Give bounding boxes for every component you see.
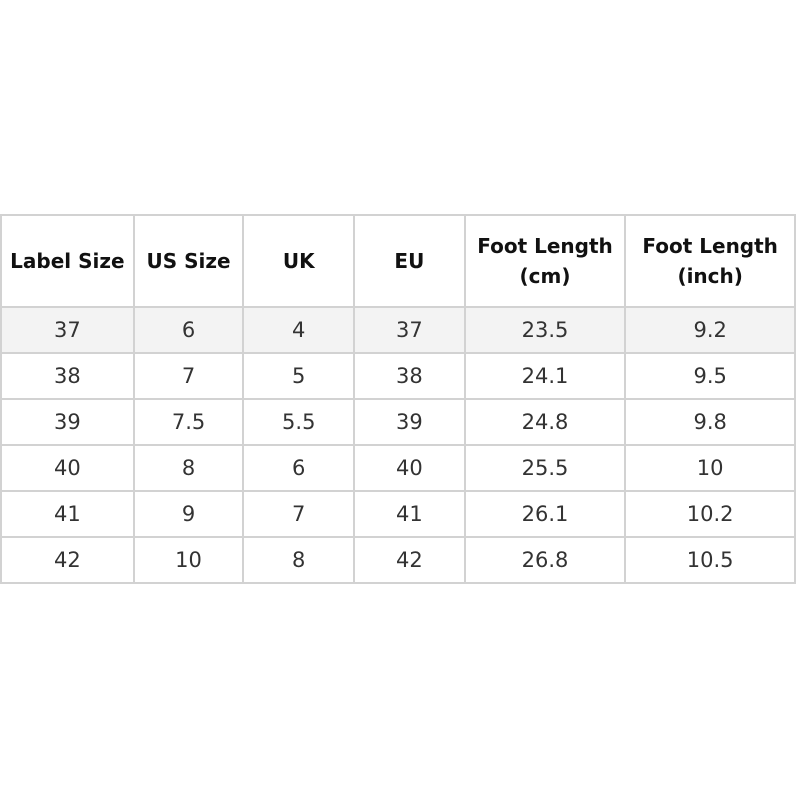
table-cell: 38 bbox=[0, 352, 135, 400]
table-cell: 10.5 bbox=[624, 536, 796, 584]
table-cell: 39 bbox=[353, 398, 466, 446]
table-cell: 9.8 bbox=[624, 398, 796, 446]
table-cell: 41 bbox=[0, 490, 135, 538]
column-header: Foot Length (inch) bbox=[624, 214, 796, 308]
table-row: 38 7 5 38 24.1 9.5 bbox=[0, 352, 796, 400]
table-cell: 41 bbox=[353, 490, 466, 538]
column-header: EU bbox=[353, 214, 466, 308]
table-cell: 26.1 bbox=[463, 490, 627, 538]
table-cell: 39 bbox=[0, 398, 135, 446]
table-cell: 5.5 bbox=[242, 398, 356, 446]
table-cell: 10.2 bbox=[624, 490, 796, 538]
table-cell: 8 bbox=[132, 444, 245, 492]
table-cell: 26.8 bbox=[463, 536, 627, 584]
header-row: Label Size US Size UK EU Foot Length (cm) Foo… bbox=[0, 214, 796, 308]
table-cell: 9.5 bbox=[624, 352, 796, 400]
table-cell: 7.5 bbox=[132, 398, 245, 446]
table-cell: 9.2 bbox=[624, 306, 796, 354]
table-row: 37 6 4 37 23.5 9.2 bbox=[0, 306, 796, 354]
table-cell: 40 bbox=[353, 444, 466, 492]
table-cell: 24.8 bbox=[463, 398, 627, 446]
table-cell: 24.1 bbox=[463, 352, 627, 400]
column-header: US Size bbox=[132, 214, 245, 308]
table-cell: 7 bbox=[132, 352, 245, 400]
table-cell: 37 bbox=[0, 306, 135, 354]
table-cell: 10 bbox=[132, 536, 245, 584]
table-cell: 5 bbox=[242, 352, 356, 400]
table-cell: 40 bbox=[0, 444, 135, 492]
column-header: Foot Length (cm) bbox=[463, 214, 627, 308]
column-header: UK bbox=[242, 214, 356, 308]
table-cell: 7 bbox=[242, 490, 356, 538]
table-cell: 37 bbox=[353, 306, 466, 354]
table-cell: 6 bbox=[242, 444, 356, 492]
table-cell: 9 bbox=[132, 490, 245, 538]
table-cell: 23.5 bbox=[463, 306, 627, 354]
table-row: 39 7.5 5.5 39 24.8 9.8 bbox=[0, 398, 796, 446]
table-row: 40 8 6 40 25.5 10 bbox=[0, 444, 796, 492]
table-cell: 38 bbox=[353, 352, 466, 400]
table-cell: 10 bbox=[624, 444, 796, 492]
table-cell: 6 bbox=[132, 306, 245, 354]
table-row: 42 10 8 42 26.8 10.5 bbox=[0, 536, 796, 584]
table-cell: 25.5 bbox=[463, 444, 627, 492]
size-chart-table: Label Size US Size UK EU Foot Length (cm) Foo… bbox=[0, 214, 796, 584]
column-header: Label Size bbox=[0, 214, 135, 308]
table-cell: 42 bbox=[353, 536, 466, 584]
table-cell: 8 bbox=[242, 536, 356, 584]
table-row: 41 9 7 41 26.1 10.2 bbox=[0, 490, 796, 538]
table-cell: 4 bbox=[242, 306, 356, 354]
table-cell: 42 bbox=[0, 536, 135, 584]
